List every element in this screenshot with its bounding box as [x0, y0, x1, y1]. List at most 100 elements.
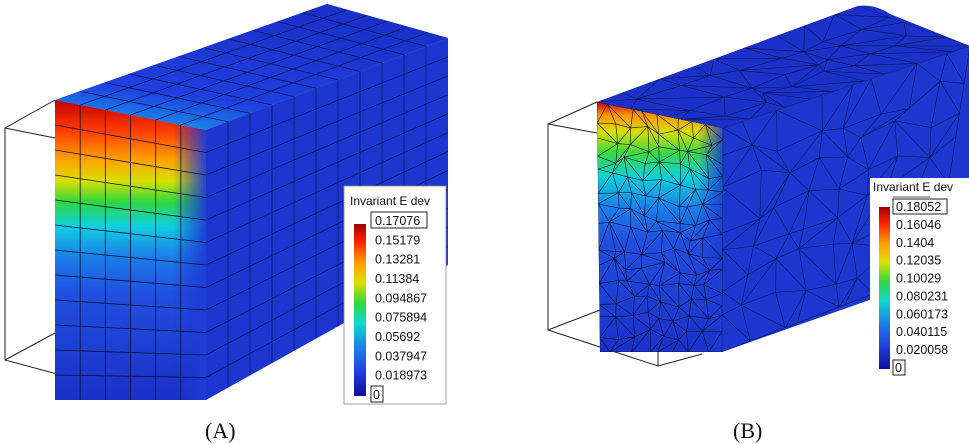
mesh-edge [641, 254, 665, 263]
mesh-edge [696, 269, 710, 276]
mesh-edge [706, 299, 723, 307]
mesh-edge [840, 29, 863, 47]
mesh-edge [645, 161, 660, 164]
mesh-edge [648, 301, 661, 313]
mesh-edge [751, 74, 785, 89]
mesh-edge [688, 298, 692, 316]
mesh-edge [869, 45, 895, 55]
mesh-edge [642, 161, 660, 181]
mesh-edge [889, 16, 905, 23]
mesh-edge [612, 163, 617, 174]
mesh-line [129, 73, 273, 106]
panel-a-legend-title: Invariant E dev [350, 194, 430, 208]
mesh-edge [627, 280, 650, 285]
mesh-edge [678, 206, 681, 224]
mesh-edge [630, 192, 632, 209]
mesh-edge [658, 262, 666, 286]
mesh-edge [703, 268, 723, 285]
mesh-edge [597, 98, 637, 103]
mesh-edge [648, 311, 659, 319]
mesh-edge [650, 336, 664, 352]
mesh-edge [598, 221, 610, 225]
mesh-edge [636, 78, 661, 100]
mesh-edge [656, 220, 681, 233]
mesh-edge [842, 78, 872, 129]
mesh-edge [722, 127, 753, 146]
mesh-edge [837, 189, 840, 218]
mesh-edge [693, 269, 710, 286]
mesh-edge [798, 243, 834, 249]
mesh-edge [598, 221, 610, 251]
mesh-edge [897, 155, 930, 158]
mesh-edge [705, 124, 723, 141]
mesh-edge [641, 231, 648, 255]
mesh-edge [722, 245, 754, 251]
mesh-edge [680, 272, 697, 276]
mesh-edge [838, 304, 846, 308]
mesh-edge [688, 241, 691, 254]
mesh-edge [955, 113, 960, 137]
mesh-edge [672, 307, 680, 322]
mesh-edge [660, 230, 663, 253]
mesh-edge [630, 227, 643, 255]
mesh-edge [822, 130, 848, 158]
mesh-edge [632, 315, 651, 330]
panel-a-legend-ticks: 0.15179 0.13281 0.11384 0.094867 0.075894 0.0… [375, 233, 427, 382]
mesh-edge [612, 172, 619, 193]
mesh-edge [842, 84, 854, 129]
mesh-edge [773, 207, 790, 234]
mesh-edge [784, 74, 792, 88]
mesh-edge [627, 176, 632, 193]
mesh-line [80, 9, 348, 106]
mesh-edge [615, 156, 625, 164]
mesh-edge [672, 320, 687, 332]
legend-tick-label: 0.12035 [896, 254, 941, 268]
mesh-edge [656, 198, 659, 222]
mesh-edge [661, 252, 681, 274]
mesh-edge [798, 248, 807, 291]
mesh-line [252, 29, 383, 64]
mesh-edge [598, 249, 615, 259]
mesh-edge [722, 218, 761, 250]
mesh-edge [658, 301, 662, 319]
mesh-edge [762, 86, 792, 94]
panel-a-caption: (A) [205, 418, 236, 443]
mesh-edge [647, 220, 657, 233]
mesh-edge [929, 127, 932, 158]
mesh-edge [818, 130, 823, 158]
mesh-edge [616, 303, 634, 316]
mesh-edge [803, 25, 805, 52]
mesh-edge [903, 22, 945, 38]
mesh-edge [870, 78, 882, 115]
mesh-edge [627, 176, 646, 197]
mesh-edge [708, 175, 723, 179]
mesh-edge [658, 184, 681, 199]
mesh-edge [615, 280, 619, 304]
mesh-edge [775, 290, 807, 293]
mesh-edge [841, 45, 871, 55]
mesh-edge [645, 195, 659, 199]
legend-tick-label: 0.094867 [375, 291, 427, 305]
mesh-edge [894, 36, 945, 47]
mesh-line [130, 20, 388, 116]
mesh-edge [751, 86, 792, 89]
mesh-edge [766, 102, 785, 108]
mesh-line [55, 149, 206, 176]
mesh-edge [647, 126, 650, 152]
mesh-edge [827, 53, 871, 60]
mesh-edge [659, 161, 681, 186]
mesh-edge [845, 293, 874, 305]
mesh-line [55, 299, 206, 311]
legend-tick-label: 0.05692 [375, 330, 420, 344]
mesh-line [55, 224, 206, 243]
mesh-edge [808, 188, 840, 191]
mesh-edge [789, 229, 804, 234]
mesh-edge [797, 290, 807, 324]
mesh-edge [818, 64, 824, 72]
panel-a-legend: Invariant E dev 0.17076 0.151790.132810.… [343, 185, 447, 405]
mesh-edge [701, 257, 711, 271]
mesh-edge [781, 57, 819, 66]
mesh-edge [724, 97, 726, 117]
mesh-edge [673, 232, 681, 249]
mesh-edge [776, 151, 791, 173]
